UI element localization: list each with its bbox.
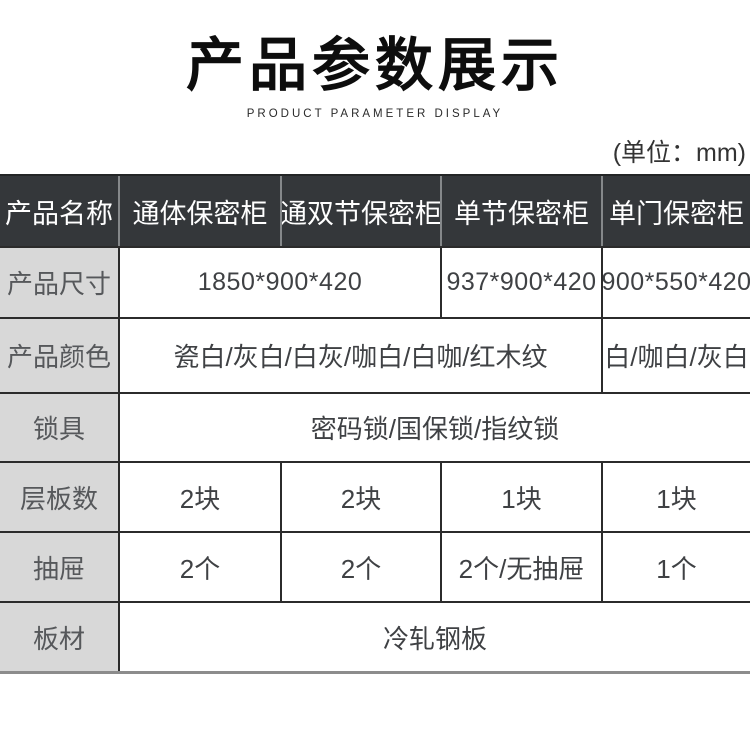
cell-board-material: 冷轧钢板 <box>120 601 750 671</box>
unit-note: (单位：mm) <box>612 139 746 167</box>
page-subtitle: PRODUCT PARAMETER DISPLAY <box>246 108 504 120</box>
cell-shelf-full: 2块 <box>120 461 282 531</box>
row-label-size: 产品尺寸 <box>0 246 120 317</box>
row-label-lock: 锁具 <box>0 392 120 461</box>
column-header-product-name: 产品名称 <box>0 176 120 246</box>
row-label-board-material: 板材 <box>0 601 120 671</box>
column-header-full-cabinet: 通体保密柜 <box>120 176 282 246</box>
cell-drawer-single-section: 2个/无抽屉 <box>442 531 603 601</box>
column-header-single-door-cabinet: 单门保密柜 <box>603 176 750 246</box>
row-label-color: 产品颜色 <box>0 317 120 392</box>
cell-size-single-section: 937*900*420 <box>442 246 603 317</box>
cell-shelf-single-door: 1块 <box>603 461 750 531</box>
spec-table: 产品名称 通体保密柜 通双节保密柜 单节保密柜 单门保密柜 产品尺寸 1850*… <box>0 174 750 674</box>
cell-shelf-double-section: 2块 <box>282 461 442 531</box>
product-parameter-sheet: 产品参数展示 PRODUCT PARAMETER DISPLAY (单位：mm)… <box>0 34 750 731</box>
cell-drawer-single-door: 1个 <box>603 531 750 601</box>
row-label-shelf-count: 层板数 <box>0 461 120 531</box>
cell-size-single-door: 900*550*420 <box>603 246 750 317</box>
cell-drawer-full: 2个 <box>120 531 282 601</box>
column-header-single-section-cabinet: 单节保密柜 <box>442 176 603 246</box>
cell-drawer-double-section: 2个 <box>282 531 442 601</box>
cell-size-full: 1850*900*420 <box>120 246 442 317</box>
row-label-drawer: 抽屉 <box>0 531 120 601</box>
cell-shelf-single-section: 1块 <box>442 461 603 531</box>
cell-color-single-door: 白/咖白/灰白 <box>603 317 750 392</box>
column-header-double-section-cabinet: 通双节保密柜 <box>282 176 442 246</box>
cell-lock-types: 密码锁/国保锁/指纹锁 <box>120 392 750 461</box>
cell-color-main: 瓷白/灰白/白灰/咖白/白咖/红木纹 <box>120 317 603 392</box>
page-title: 产品参数展示 <box>185 33 564 98</box>
